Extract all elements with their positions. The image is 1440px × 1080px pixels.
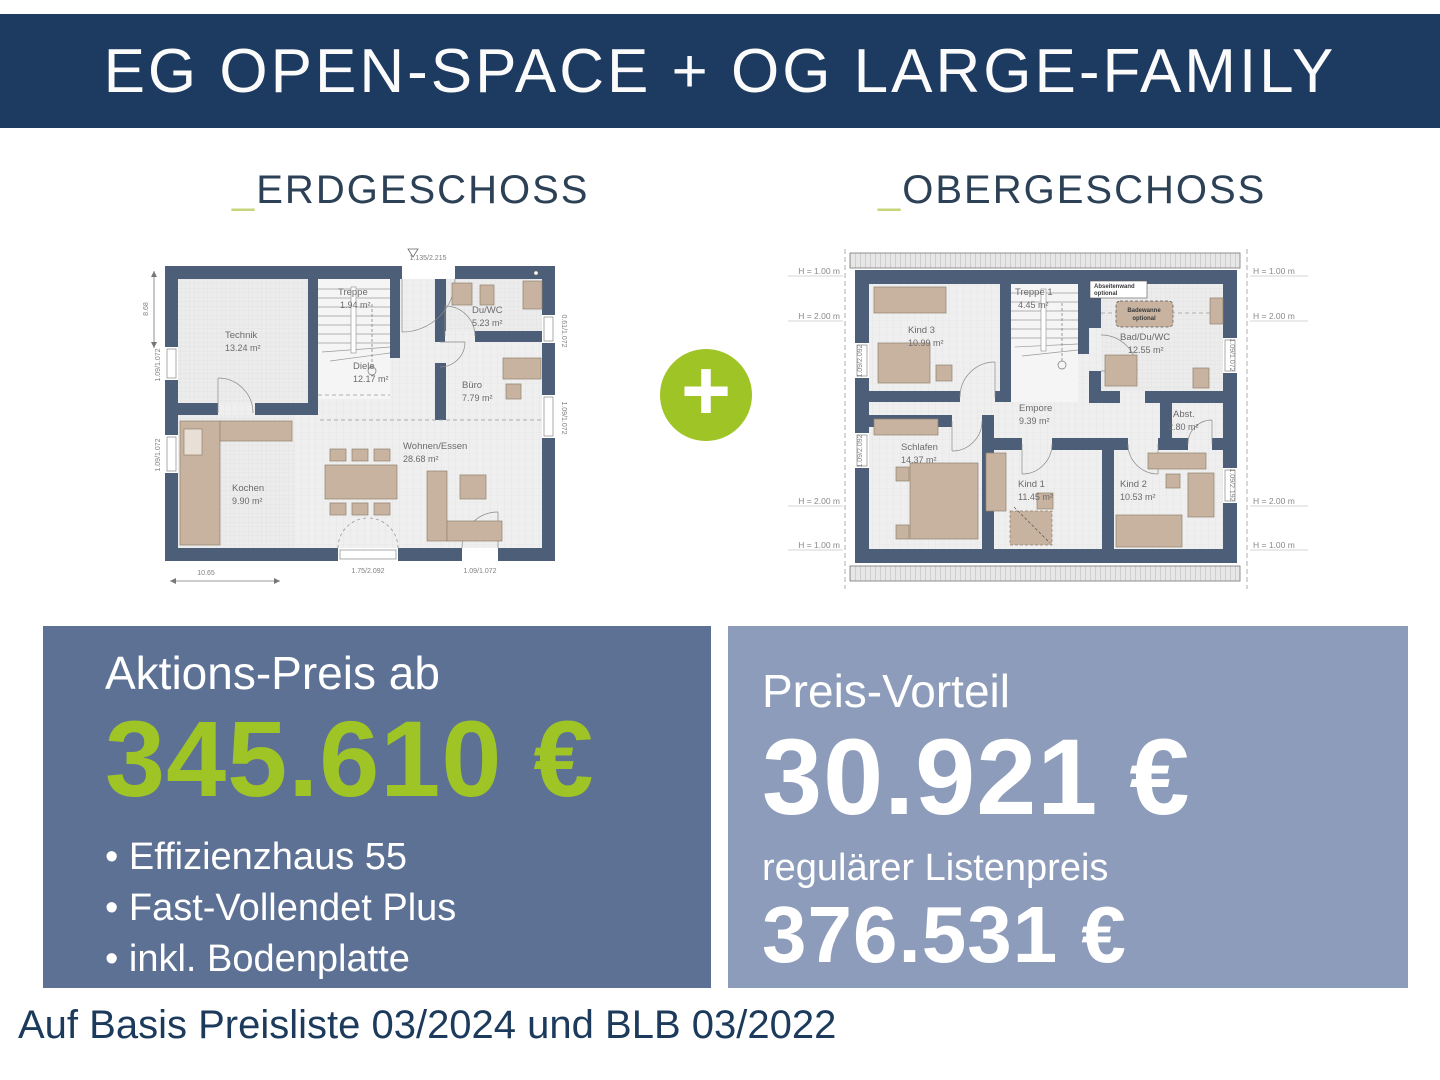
footnote: Auf Basis Preisliste 03/2024 und BLB 03/… [18, 1003, 837, 1047]
og-room-schlafen: Schlafen [901, 442, 938, 453]
eg-room-kochen-area: 9.90 m² [232, 496, 263, 506]
eg-room-diele: Diele [353, 361, 375, 372]
eg-furniture [179, 280, 543, 546]
og-floorplan: Kind 3 10.99 m² Treppe 1 4.45 m² Bad/Du/… [788, 249, 1308, 589]
headline: EG OPEN-SPACE + OG LARGE-FAMILY [103, 36, 1337, 106]
eg-room-buero: Büro [462, 380, 482, 391]
og-hlabel-left-2: H = 2.00 m [798, 311, 840, 321]
advantage-sublabel: regulärer Listenpreis [762, 846, 1109, 889]
og-room-kind1-area: 11.45 m² [1018, 492, 1053, 502]
og-room-treppe1: Treppe 1 [1015, 287, 1053, 298]
og-note-badewanne-2: optional [1132, 316, 1156, 322]
offer-bullet-1: Effizienzhaus 55 [105, 832, 711, 883]
eg-openings [165, 266, 555, 561]
og-stairs [1011, 288, 1223, 370]
og-note-abseite-2: optional [1094, 291, 1118, 297]
og-hlabel-left-3: H = 2.00 m [798, 496, 840, 506]
offer-bullet-2: Fast-Vollendet Plus [105, 883, 711, 934]
og-room-kind2: Kind 2 [1120, 479, 1147, 490]
og-hlabel-left-1: H = 1.00 m [798, 266, 840, 276]
og-title-text: OBERGESCHOSS [902, 168, 1267, 212]
advantage-subprice: 376.531 € [762, 890, 1127, 980]
og-room-empore: Empore [1019, 403, 1052, 414]
eg-dim-top-door: 1.135/2.215 [410, 255, 447, 262]
og-note-boxes [1089, 280, 1174, 328]
og-hlabel-right-4: H = 1.00 m [1253, 540, 1295, 550]
eg-title-text: ERDGESCHOSS [256, 168, 590, 212]
plus-icon: + [660, 343, 752, 441]
advantage-label: Preis-Vorteil [762, 665, 1010, 717]
og-hlabel-right-2: H = 2.00 m [1253, 311, 1295, 321]
og-room-treppe1-area: 4.45 m² [1018, 300, 1049, 310]
og-note-abseite-1: Abseitenwand [1094, 284, 1135, 290]
eg-dimension-marks [151, 248, 539, 584]
eg-room-treppe: Treppe [338, 287, 368, 298]
offer-price: 345.610 € [105, 697, 595, 819]
og-room-abst-area: 2.80 m² [1168, 422, 1199, 432]
eg-dim-bottom-door: 1.75/2.092 [351, 568, 384, 575]
og-room-abst: Abst. [1173, 409, 1195, 420]
og-room-kind3-area: 10.99 m² [908, 338, 944, 348]
advantage-box: Preis-Vorteil 30.921 € regulärer Listenp… [728, 626, 1408, 988]
eg-dim-right-top: 0.61/1.072 [560, 314, 567, 347]
og-dim-left-bottom: 1.09/2.092 [857, 434, 864, 467]
og-room-bad: Bad/Du/WC [1120, 332, 1170, 343]
eg-room-kochen: Kochen [232, 483, 264, 494]
offer-label: Aktions-Preis ab [105, 647, 440, 699]
eg-room-diele-area: 12.17 m² [353, 374, 389, 384]
og-dim-left-top: 1.09/2.092 [857, 344, 864, 377]
eg-floorplan: Technik 13.24 m² Treppe 1.94 m² Du/WC 5.… [143, 248, 567, 584]
eg-dim-left-top: 1.09/1.072 [155, 348, 162, 381]
eg-room-duwc-area: 5.23 m² [472, 318, 503, 328]
og-hlabel-right-1: H = 1.00 m [1253, 266, 1295, 276]
eg-dim-right-bottom: 1.09/1.072 [560, 401, 567, 434]
og-roof-strips [844, 249, 1248, 589]
offer-box: Aktions-Preis ab 345.610 € Effizienzhaus… [43, 626, 711, 988]
og-hlabel-right-3: H = 2.00 m [1253, 496, 1295, 506]
advantage-price: 30.921 € [762, 715, 1191, 837]
offer-bullet-list: Effizienzhaus 55 Fast-Vollendet Plus ink… [105, 832, 711, 986]
eg-room-technik-area: 13.24 m² [225, 343, 261, 353]
eg-section-title: _ERDGESCHOSS [232, 168, 589, 213]
og-furniture [873, 286, 1224, 548]
eg-stairs [318, 286, 391, 376]
eg-room-technik: Technik [225, 330, 257, 341]
og-room-schlafen-area: 14.37 m² [901, 455, 937, 465]
og-hlabel-left-4: H = 1.00 m [798, 540, 840, 550]
og-section-title: _OBERGESCHOSS [878, 168, 1266, 213]
eg-title-underscore: _ [232, 168, 257, 212]
eg-room-wohnen: Wohnen/Essen [403, 441, 467, 452]
eg-dim-bottom-right-door: 1.09/1.072 [463, 568, 496, 575]
og-openings [855, 338, 1237, 503]
og-room-empore-area: 9.39 m² [1019, 416, 1050, 426]
eg-dashed-lines [318, 394, 542, 421]
eg-room-duwc: Du/WC [472, 305, 503, 316]
og-room-bad-area: 12.55 m² [1128, 345, 1164, 355]
offer-bullet-3: inkl. Bodenplatte [105, 934, 711, 985]
og-room-kind2-area: 10.53 m² [1120, 492, 1156, 502]
og-room-kind1: Kind 1 [1018, 479, 1045, 490]
og-title-underscore: _ [878, 168, 903, 212]
og-dim-right-top: 1.09/1.072 [1228, 338, 1235, 371]
header-banner: EG OPEN-SPACE + OG LARGE-FAMILY [0, 14, 1440, 128]
plus-glyph: + [680, 343, 732, 439]
eg-room-treppe-area: 1.94 m² [340, 300, 371, 310]
og-height-guides [788, 275, 1308, 551]
eg-walls [165, 266, 555, 561]
og-note-badewanne-1: Badewanne [1127, 308, 1161, 314]
eg-dim-left-bottom: 1.09/1.072 [155, 438, 162, 471]
eg-room-wohnen-area: 28.68 m² [403, 454, 439, 464]
og-walls [855, 270, 1237, 563]
og-room-kind3: Kind 3 [908, 325, 935, 336]
eg-room-buero-area: 7.79 m² [462, 393, 493, 403]
eg-dim-width: 10.65 [197, 570, 215, 577]
og-dim-right-bottom: 1.09/2.192 [1228, 468, 1235, 501]
eg-dim-height: 8.68 [143, 302, 150, 316]
